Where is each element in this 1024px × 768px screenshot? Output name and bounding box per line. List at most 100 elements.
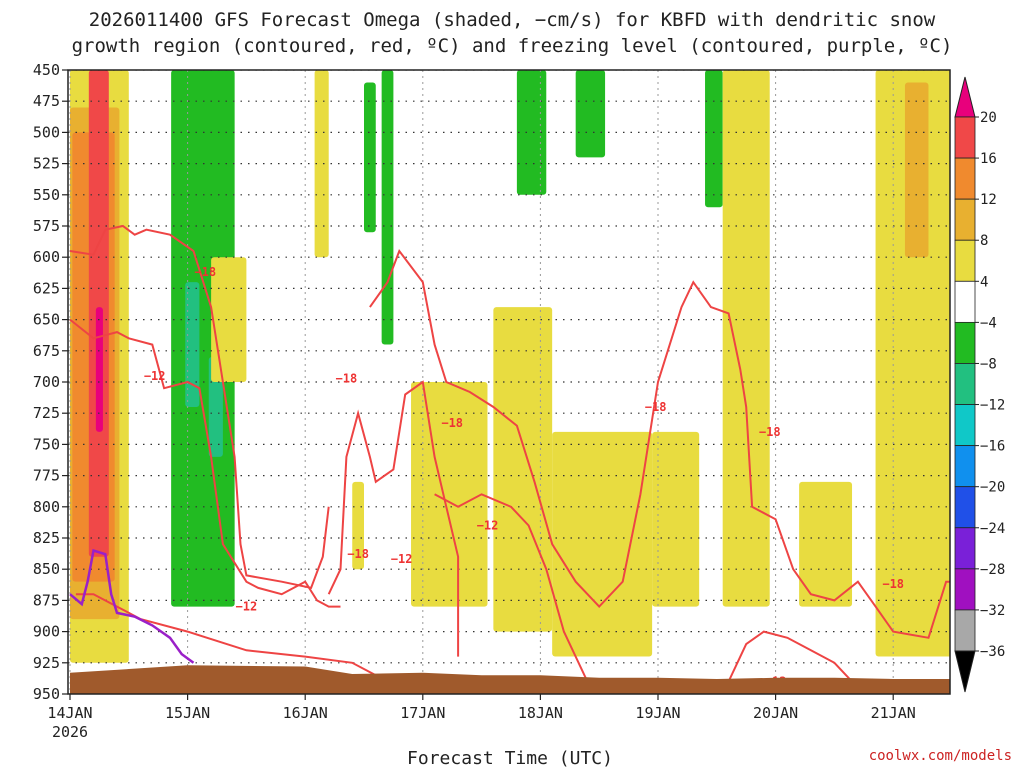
plot-inner: −18−12−12−18−18−12−12−18−18−18−18−12 — [68, 70, 950, 694]
colorbar-segment — [954, 280, 976, 323]
y-tick-label: 875 — [33, 591, 60, 609]
omega-region — [722, 70, 770, 607]
colorbar-segment — [954, 527, 976, 570]
colorbar-label: 8 — [980, 233, 988, 249]
y-tick-label: 525 — [33, 155, 60, 173]
contour-label: −12 — [477, 519, 499, 533]
colorbar-segment — [954, 157, 976, 200]
x-tick-label: 16JAN — [283, 704, 328, 722]
y-axis: 450 475 500 525 550 575 600 625 650 675 700 725 750 7… — [33, 61, 68, 703]
omega-region — [652, 431, 700, 607]
y-tick-label: 725 — [33, 404, 60, 422]
dgz-contour — [75, 593, 377, 677]
omega-region — [211, 257, 247, 382]
colorbar-label: 20 — [980, 110, 997, 126]
y-tick-label: 800 — [33, 498, 60, 516]
colorbar: 20 16 12 8 4 −4 −8 −12 −16 −20 −24 −28 −32 −36 — [954, 76, 1005, 693]
colorbar-segment — [954, 445, 976, 488]
colorbar-label: −8 — [980, 356, 997, 372]
dgz-contour — [369, 248, 950, 639]
omega-region — [493, 307, 553, 632]
dgz-contour — [69, 224, 330, 590]
omega-region — [314, 70, 329, 258]
y-tick-label: 475 — [33, 92, 60, 110]
chart-title-line-2: growth region (contoured, red, ºC) and f… — [72, 35, 953, 57]
x-tick-label: 20JAN — [753, 704, 798, 722]
omega-region — [904, 82, 929, 258]
y-tick-label: 700 — [33, 373, 60, 391]
y-tick-label: 775 — [33, 467, 60, 485]
x-tick-label: 18JAN — [518, 704, 563, 722]
x-axis: 14JAN 15JAN 16JAN 17JAN 18JAN 19JAN 20JAN 21JAN… — [47, 694, 916, 741]
omega-region — [352, 481, 364, 570]
omega-region — [799, 481, 853, 607]
omega-region — [411, 382, 488, 607]
contour-label: −18 — [194, 265, 216, 279]
y-tick-label: 575 — [33, 217, 60, 235]
x-tick-label: 19JAN — [635, 704, 680, 722]
colorbar-label: −24 — [980, 521, 1005, 537]
x-tick-label: 15JAN — [165, 704, 210, 722]
y-tick-label: 550 — [33, 186, 60, 204]
contour-label: −18 — [441, 416, 463, 430]
omega-region — [575, 70, 606, 158]
colorbar-label: −32 — [980, 603, 1005, 619]
y-tick-label: 625 — [33, 279, 60, 297]
omega-region — [705, 70, 723, 208]
x-tick-label: 21JAN — [871, 704, 916, 722]
y-tick-label: 650 — [33, 311, 60, 329]
omega-region — [552, 431, 653, 657]
contour-label: −18 — [347, 547, 369, 561]
colorbar-top-triangle — [954, 76, 976, 118]
colorbar-label: 12 — [980, 192, 997, 208]
omega-region — [381, 70, 394, 345]
omega-region — [171, 70, 235, 607]
credit-text: coolwx.com/models — [869, 748, 1012, 764]
colorbar-segment — [954, 363, 976, 405]
dgz-contour — [327, 380, 460, 657]
terrain — [70, 665, 950, 694]
colorbar-segment — [954, 198, 976, 241]
omega-region — [185, 282, 200, 407]
y-tick-label: 675 — [33, 342, 60, 360]
x-tick-label: 17JAN — [400, 704, 445, 722]
contour-label: −18 — [336, 371, 358, 385]
colorbar-label: −20 — [980, 480, 1005, 496]
y-tick-label: 950 — [33, 685, 60, 703]
colorbar-segment — [954, 404, 976, 447]
y-tick-label: 900 — [33, 623, 60, 641]
colorbar-segment — [954, 568, 976, 611]
y-tick-label: 925 — [33, 654, 60, 672]
contour-label: −12 — [391, 552, 413, 566]
omega-region — [875, 70, 950, 657]
y-tick-label: 600 — [33, 248, 60, 266]
contour-label: −12 — [144, 369, 166, 383]
colorbar-label: 4 — [980, 274, 988, 290]
freezing-level-contour — [69, 548, 195, 664]
y-tick-label: 825 — [33, 529, 60, 547]
colorbar-label: −12 — [980, 398, 1005, 414]
colorbar-segment — [954, 486, 976, 529]
colorbar-label: −36 — [980, 644, 1005, 660]
omega-region — [364, 82, 376, 233]
chart-title-line-1: 2026011400 GFS Forecast Omega (shaded, −… — [89, 9, 936, 31]
colorbar-bottom-triangle — [954, 650, 976, 693]
colorbar-label: −28 — [980, 562, 1005, 578]
dgz-contour — [434, 493, 612, 689]
contour-label: −18 — [759, 425, 781, 439]
y-tick-label: 750 — [33, 435, 60, 453]
colorbar-label: 16 — [980, 151, 997, 167]
colorbar-segment — [954, 239, 976, 282]
colorbar-segment — [954, 609, 976, 652]
x-tick-label: 14JAN — [47, 704, 92, 722]
colorbar-segment — [954, 321, 976, 364]
dgz-contour — [727, 630, 859, 689]
colorbar-segment — [954, 116, 976, 159]
contour-label: −18 — [882, 577, 904, 591]
dgz-contour — [69, 318, 341, 608]
contour-label: −18 — [645, 400, 667, 414]
omega-region — [95, 307, 103, 432]
y-tick-label: 450 — [33, 61, 60, 79]
y-tick-label: 850 — [33, 560, 60, 578]
